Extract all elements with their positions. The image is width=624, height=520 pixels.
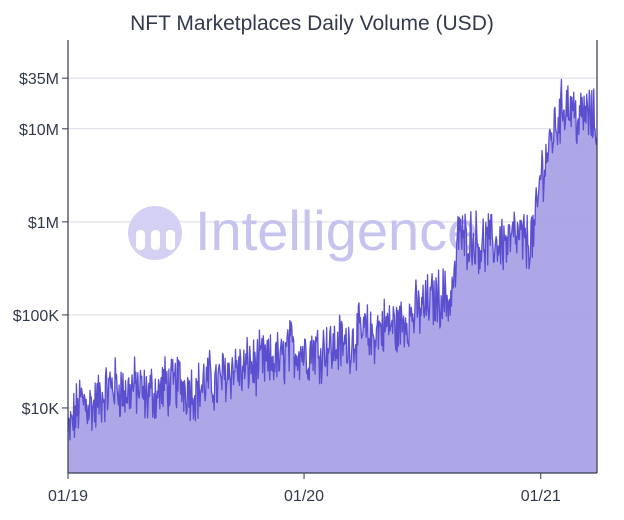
series-line: [67, 78, 598, 441]
x-tick-label: 01/19: [48, 488, 88, 505]
y-tick-label: $35M: [19, 71, 59, 88]
y-tick-label: $1M: [28, 215, 59, 232]
y-tick-label: $10K: [22, 401, 60, 418]
chart-title: NFT Marketplaces Daily Volume (USD): [130, 12, 494, 35]
x-axis-ticks: 01/19 01/20 01/21: [48, 473, 561, 505]
y-tick-label: $100K: [13, 308, 60, 325]
y-axis-ticks: $10K $100K $1M $10M $35M: [13, 71, 68, 418]
y-tick-label: $10M: [19, 122, 59, 139]
x-tick-label: 01/21: [521, 488, 561, 505]
area-fill: [68, 79, 597, 473]
watermark-text: Intelligence: [195, 199, 478, 262]
series-layer: [67, 78, 598, 473]
x-tick-label: 01/20: [284, 488, 324, 505]
axes-layer: [67, 40, 598, 474]
watermark-logo: [128, 206, 182, 260]
